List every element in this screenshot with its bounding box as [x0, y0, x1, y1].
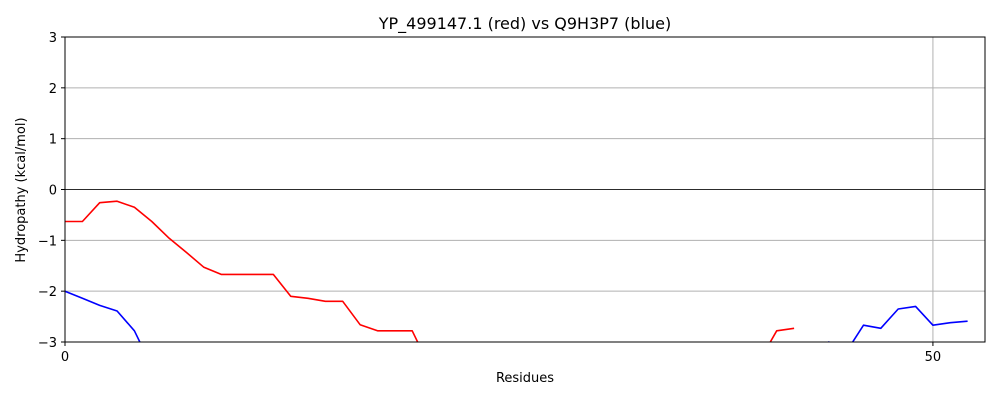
chart-title: YP_499147.1 (red) vs Q9H3P7 (blue) — [378, 14, 672, 34]
y-tick-label: 3 — [49, 31, 57, 46]
y-axis-label: Hydropathy (kcal/mol) — [14, 117, 29, 262]
x-tick-label: 50 — [925, 350, 942, 365]
series-line-red — [65, 200, 795, 342]
y-tick-label: 2 — [49, 82, 57, 97]
y-tick-label: 0 — [49, 184, 57, 199]
y-tick-label: −1 — [38, 234, 57, 249]
y-tick-label: −2 — [38, 285, 57, 300]
axis-ticks: −3 −2 −1 0 1 2 3 0 50 — [38, 31, 941, 365]
x-tick-label: 0 — [61, 350, 69, 365]
y-tick-label: 1 — [49, 133, 57, 148]
series-lines — [65, 200, 968, 342]
x-axis-label: Residues — [496, 371, 554, 386]
series-line-blue — [65, 290, 968, 342]
y-tick-label: −3 — [38, 336, 57, 351]
